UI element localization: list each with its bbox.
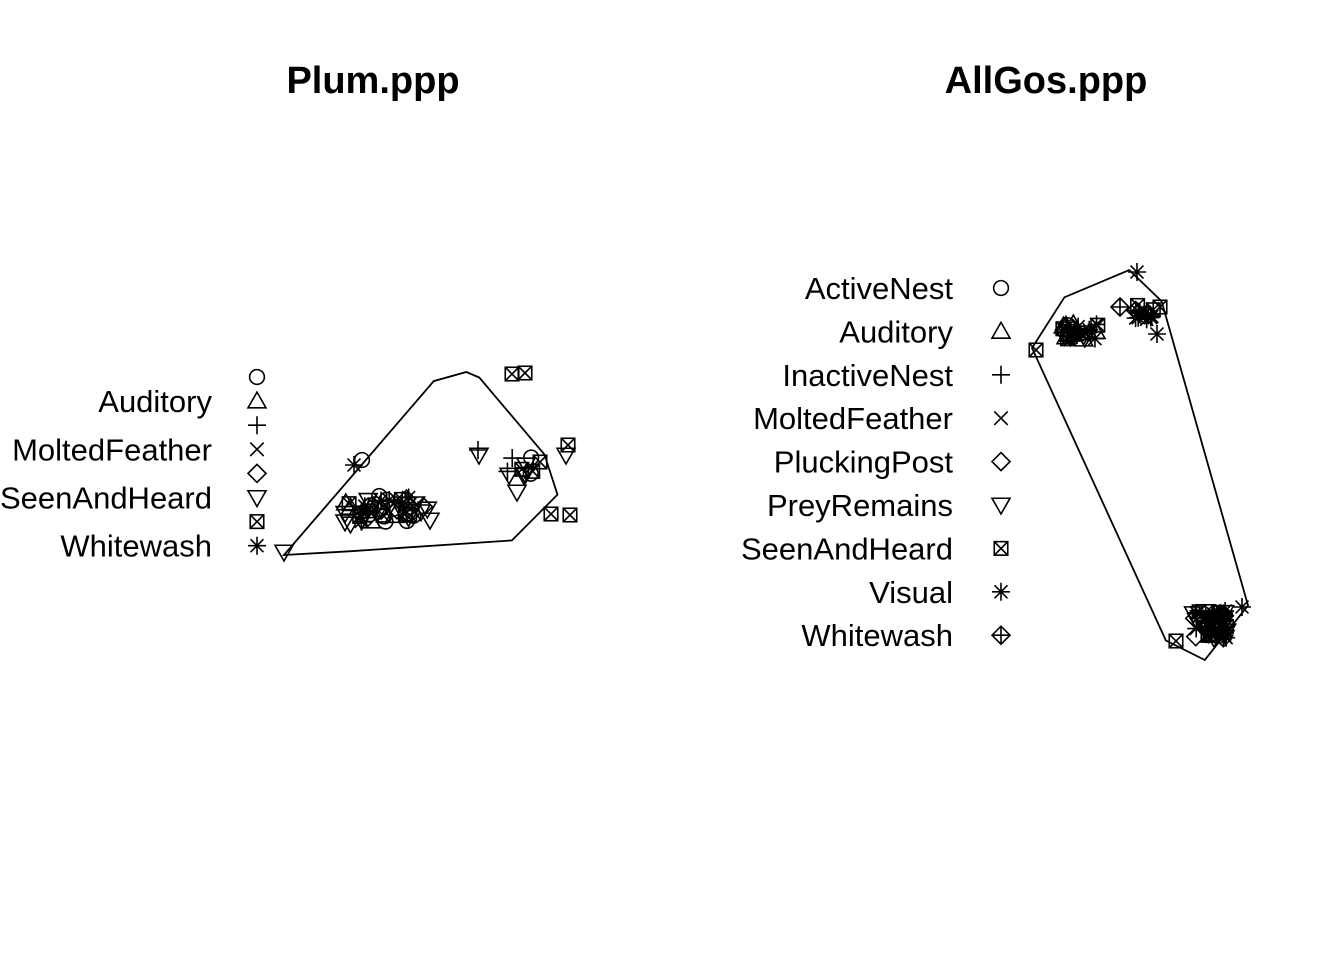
legend-symbol <box>992 582 1010 601</box>
legend-symbol <box>246 390 268 409</box>
data-point <box>1233 598 1251 616</box>
legend-symbol <box>990 320 1012 339</box>
legend-symbol <box>990 497 1012 516</box>
data-point <box>1187 603 1206 622</box>
panel-plum: Plum.ppp Auditory MoltedFeather SeenAndHea… <box>0 60 578 564</box>
legend-symbol <box>990 625 1012 646</box>
data-point <box>1109 296 1131 318</box>
legend-label: MoltedFeather <box>12 432 212 467</box>
data-point <box>560 437 576 453</box>
data-point <box>353 451 371 469</box>
data-point <box>1203 630 1225 649</box>
legend-symbol <box>248 536 266 555</box>
legend-allgos: ActiveNest Auditory InactiveNest MoltedFeat… <box>741 271 1012 653</box>
data-point <box>353 503 372 522</box>
legend-symbol <box>249 514 265 530</box>
data-point <box>1137 310 1156 329</box>
legend-label: Auditory <box>839 314 953 349</box>
legend-label: PluckingPost <box>774 445 954 480</box>
data-point <box>340 516 361 535</box>
data-point <box>543 506 559 522</box>
legend-symbol <box>993 410 1009 426</box>
data-point <box>498 467 520 486</box>
data-point <box>334 514 356 533</box>
data-point <box>413 496 434 517</box>
data-point <box>468 447 490 466</box>
data-point <box>504 366 520 382</box>
legend-label: PreyRemains <box>767 488 953 523</box>
data-point <box>371 487 388 505</box>
data-point <box>345 456 363 474</box>
data-point <box>1194 610 1215 631</box>
data-point <box>1129 302 1148 321</box>
legend-symbol <box>992 279 1010 297</box>
legend-label: Auditory <box>98 384 212 419</box>
data-point <box>1211 606 1230 625</box>
legend-plum: Auditory MoltedFeather SeenAndHeard Whitewa… <box>0 368 268 564</box>
data-point <box>532 454 548 470</box>
data-point <box>1062 313 1084 332</box>
legend-symbol <box>990 451 1012 472</box>
data-point <box>386 499 408 520</box>
data-point <box>469 441 487 459</box>
data-point <box>355 497 374 516</box>
legend-label: SeenAndHeard <box>0 481 212 516</box>
data-point <box>1148 325 1166 343</box>
data-point <box>1126 309 1145 328</box>
data-point <box>352 512 371 531</box>
legend-label: InactiveNest <box>782 358 953 393</box>
legend-symbol <box>246 463 268 484</box>
data-point <box>360 510 382 529</box>
data-point <box>380 491 399 510</box>
legend-label: SeenAndHeard <box>741 531 953 566</box>
data-point <box>1085 329 1104 348</box>
legend-label: MoltedFeather <box>753 401 953 436</box>
legend-symbol <box>992 365 1010 384</box>
data-point <box>1090 317 1106 333</box>
data-point <box>1128 263 1146 281</box>
window-outline-plum <box>281 371 559 557</box>
data-point <box>1168 633 1184 649</box>
data-point <box>522 465 539 482</box>
legend-label: Whitewash <box>801 618 953 653</box>
data-point <box>419 512 441 531</box>
data-point <box>1141 308 1160 327</box>
legend-label: Visual <box>869 575 953 610</box>
data-point <box>506 484 528 503</box>
chart-title-allgos: AllGos.ppp <box>945 60 1148 102</box>
legend-symbol <box>248 416 266 435</box>
legend-symbol <box>246 489 268 509</box>
legend-symbol <box>249 441 265 457</box>
legend-symbol <box>248 368 266 386</box>
panel-allgos: AllGos.ppp ActiveNest Auditory InactiveNes… <box>741 60 1251 662</box>
data-point <box>396 488 417 510</box>
data-point <box>555 447 577 466</box>
data-point <box>334 505 356 524</box>
legend-label: ActiveNest <box>805 271 954 306</box>
data-point <box>335 492 357 511</box>
points-plum <box>273 365 578 563</box>
data-point <box>405 507 422 524</box>
data-point <box>562 507 578 523</box>
legend-label: Whitewash <box>60 529 212 564</box>
data-point <box>1152 299 1168 315</box>
points-allgos <box>1028 263 1251 649</box>
data-point <box>1055 326 1077 345</box>
data-point <box>1200 608 1219 627</box>
legend-symbol <box>993 540 1009 556</box>
data-point <box>1028 342 1044 358</box>
data-point <box>273 544 295 563</box>
chart-title-plum: Plum.ppp <box>286 60 459 102</box>
data-point <box>1135 305 1154 324</box>
data-point <box>517 365 533 381</box>
